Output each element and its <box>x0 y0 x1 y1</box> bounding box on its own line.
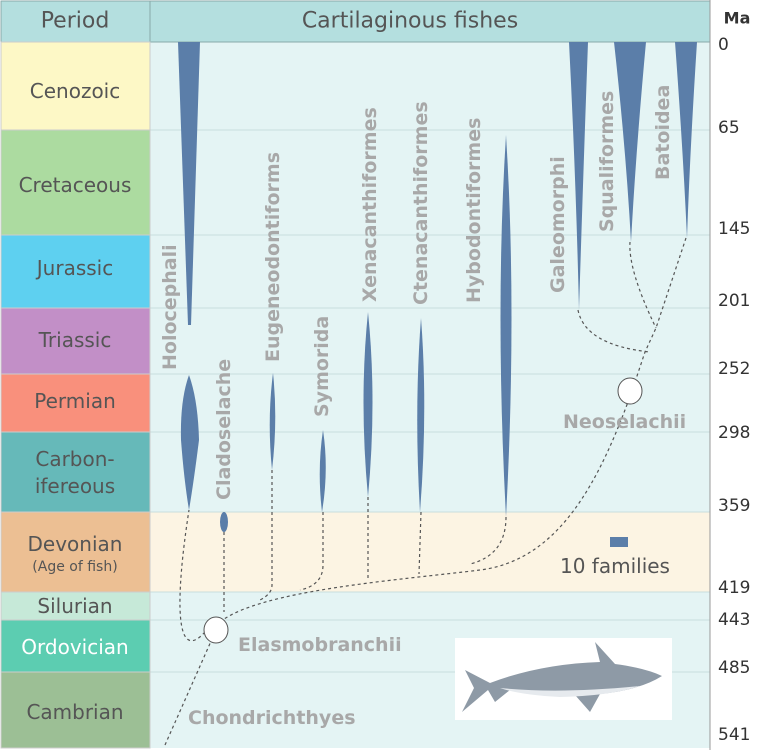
boundaries <box>150 129 710 673</box>
ma-label: 541 <box>718 725 750 745</box>
taxon-label: Cladoselache <box>213 359 235 500</box>
taxon-label: Eugeneodontiforms <box>262 152 284 362</box>
header-unit: Ma <box>724 9 751 28</box>
period: Cenozoic <box>30 79 120 103</box>
taxon-label: Hybodontiformes <box>463 118 485 303</box>
taxon-label: Squaliformes <box>596 91 618 232</box>
ma-label: 443 <box>718 610 750 630</box>
period: Permian <box>34 389 116 413</box>
ma-label: 65 <box>718 118 740 138</box>
taxon-label: Galeomorphi <box>547 156 569 293</box>
ma-label: 419 <box>718 578 750 598</box>
period-column <box>0 41 151 749</box>
period: Ordovician <box>21 635 128 659</box>
period: Jurassic <box>35 256 113 280</box>
header-period: Period <box>41 9 110 34</box>
period: Cambrian <box>26 700 123 724</box>
spindles <box>178 42 697 532</box>
ma-label: 485 <box>718 658 750 678</box>
plot-area <box>150 42 710 748</box>
period: Devonian <box>28 532 123 556</box>
ma-label: 298 <box>718 423 750 443</box>
taxon-label: Xenacanthiformes <box>359 107 381 302</box>
period: Triassic <box>38 328 112 352</box>
clade-label: Elasmobranchii <box>238 634 402 656</box>
taxon-label: Symorida <box>311 316 333 417</box>
period-note: (Age of fish) <box>32 559 117 575</box>
period: Carbon- <box>35 447 114 471</box>
taxon-label: Batoidea <box>652 85 674 180</box>
ma-label: 0 <box>718 35 729 55</box>
period: Cretaceous <box>19 173 132 197</box>
header-group: Cartilaginous fishes <box>302 9 518 34</box>
node <box>203 616 229 644</box>
ma-label: 359 <box>718 496 750 516</box>
header-cell <box>0 0 151 43</box>
clade-label: Chondrichthyes <box>188 707 356 729</box>
ma-label: 145 <box>718 219 750 239</box>
node <box>617 377 643 405</box>
devonian-band <box>150 512 710 592</box>
legend-label: 10 families <box>560 554 670 578</box>
taxon-label: Ctenacanthiformes <box>410 101 432 305</box>
shark-image <box>455 638 672 720</box>
taxon-label: Holocephali <box>159 244 181 370</box>
ma-label: 252 <box>718 359 750 379</box>
period: Silurian <box>37 594 112 618</box>
legend-swatch <box>610 537 628 547</box>
clade-label: Neoselachii <box>563 411 686 433</box>
ma-label: 201 <box>718 291 750 311</box>
tree-lines <box>164 237 687 746</box>
period: ifereous <box>35 474 115 498</box>
